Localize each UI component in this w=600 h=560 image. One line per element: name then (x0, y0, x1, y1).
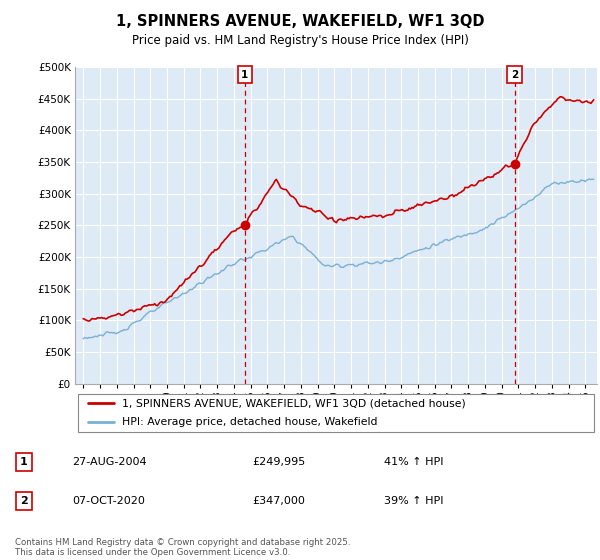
Text: Contains HM Land Registry data © Crown copyright and database right 2025.
This d: Contains HM Land Registry data © Crown c… (15, 538, 350, 557)
Text: 1, SPINNERS AVENUE, WAKEFIELD, WF1 3QD (detached house): 1, SPINNERS AVENUE, WAKEFIELD, WF1 3QD (… (122, 398, 466, 408)
Text: HPI: Average price, detached house, Wakefield: HPI: Average price, detached house, Wake… (122, 417, 377, 427)
Text: 39% ↑ HPI: 39% ↑ HPI (384, 496, 443, 506)
Text: 1: 1 (241, 70, 248, 80)
Text: 2: 2 (511, 70, 518, 80)
Text: 27-AUG-2004: 27-AUG-2004 (72, 457, 146, 467)
Text: £249,995: £249,995 (252, 457, 305, 467)
Text: 1: 1 (20, 457, 28, 467)
Text: 2: 2 (20, 496, 28, 506)
Text: 41% ↑ HPI: 41% ↑ HPI (384, 457, 443, 467)
Text: Price paid vs. HM Land Registry's House Price Index (HPI): Price paid vs. HM Land Registry's House … (131, 34, 469, 46)
FancyBboxPatch shape (77, 394, 595, 432)
Text: 07-OCT-2020: 07-OCT-2020 (72, 496, 145, 506)
Text: 1, SPINNERS AVENUE, WAKEFIELD, WF1 3QD: 1, SPINNERS AVENUE, WAKEFIELD, WF1 3QD (116, 14, 484, 29)
Text: £347,000: £347,000 (252, 496, 305, 506)
